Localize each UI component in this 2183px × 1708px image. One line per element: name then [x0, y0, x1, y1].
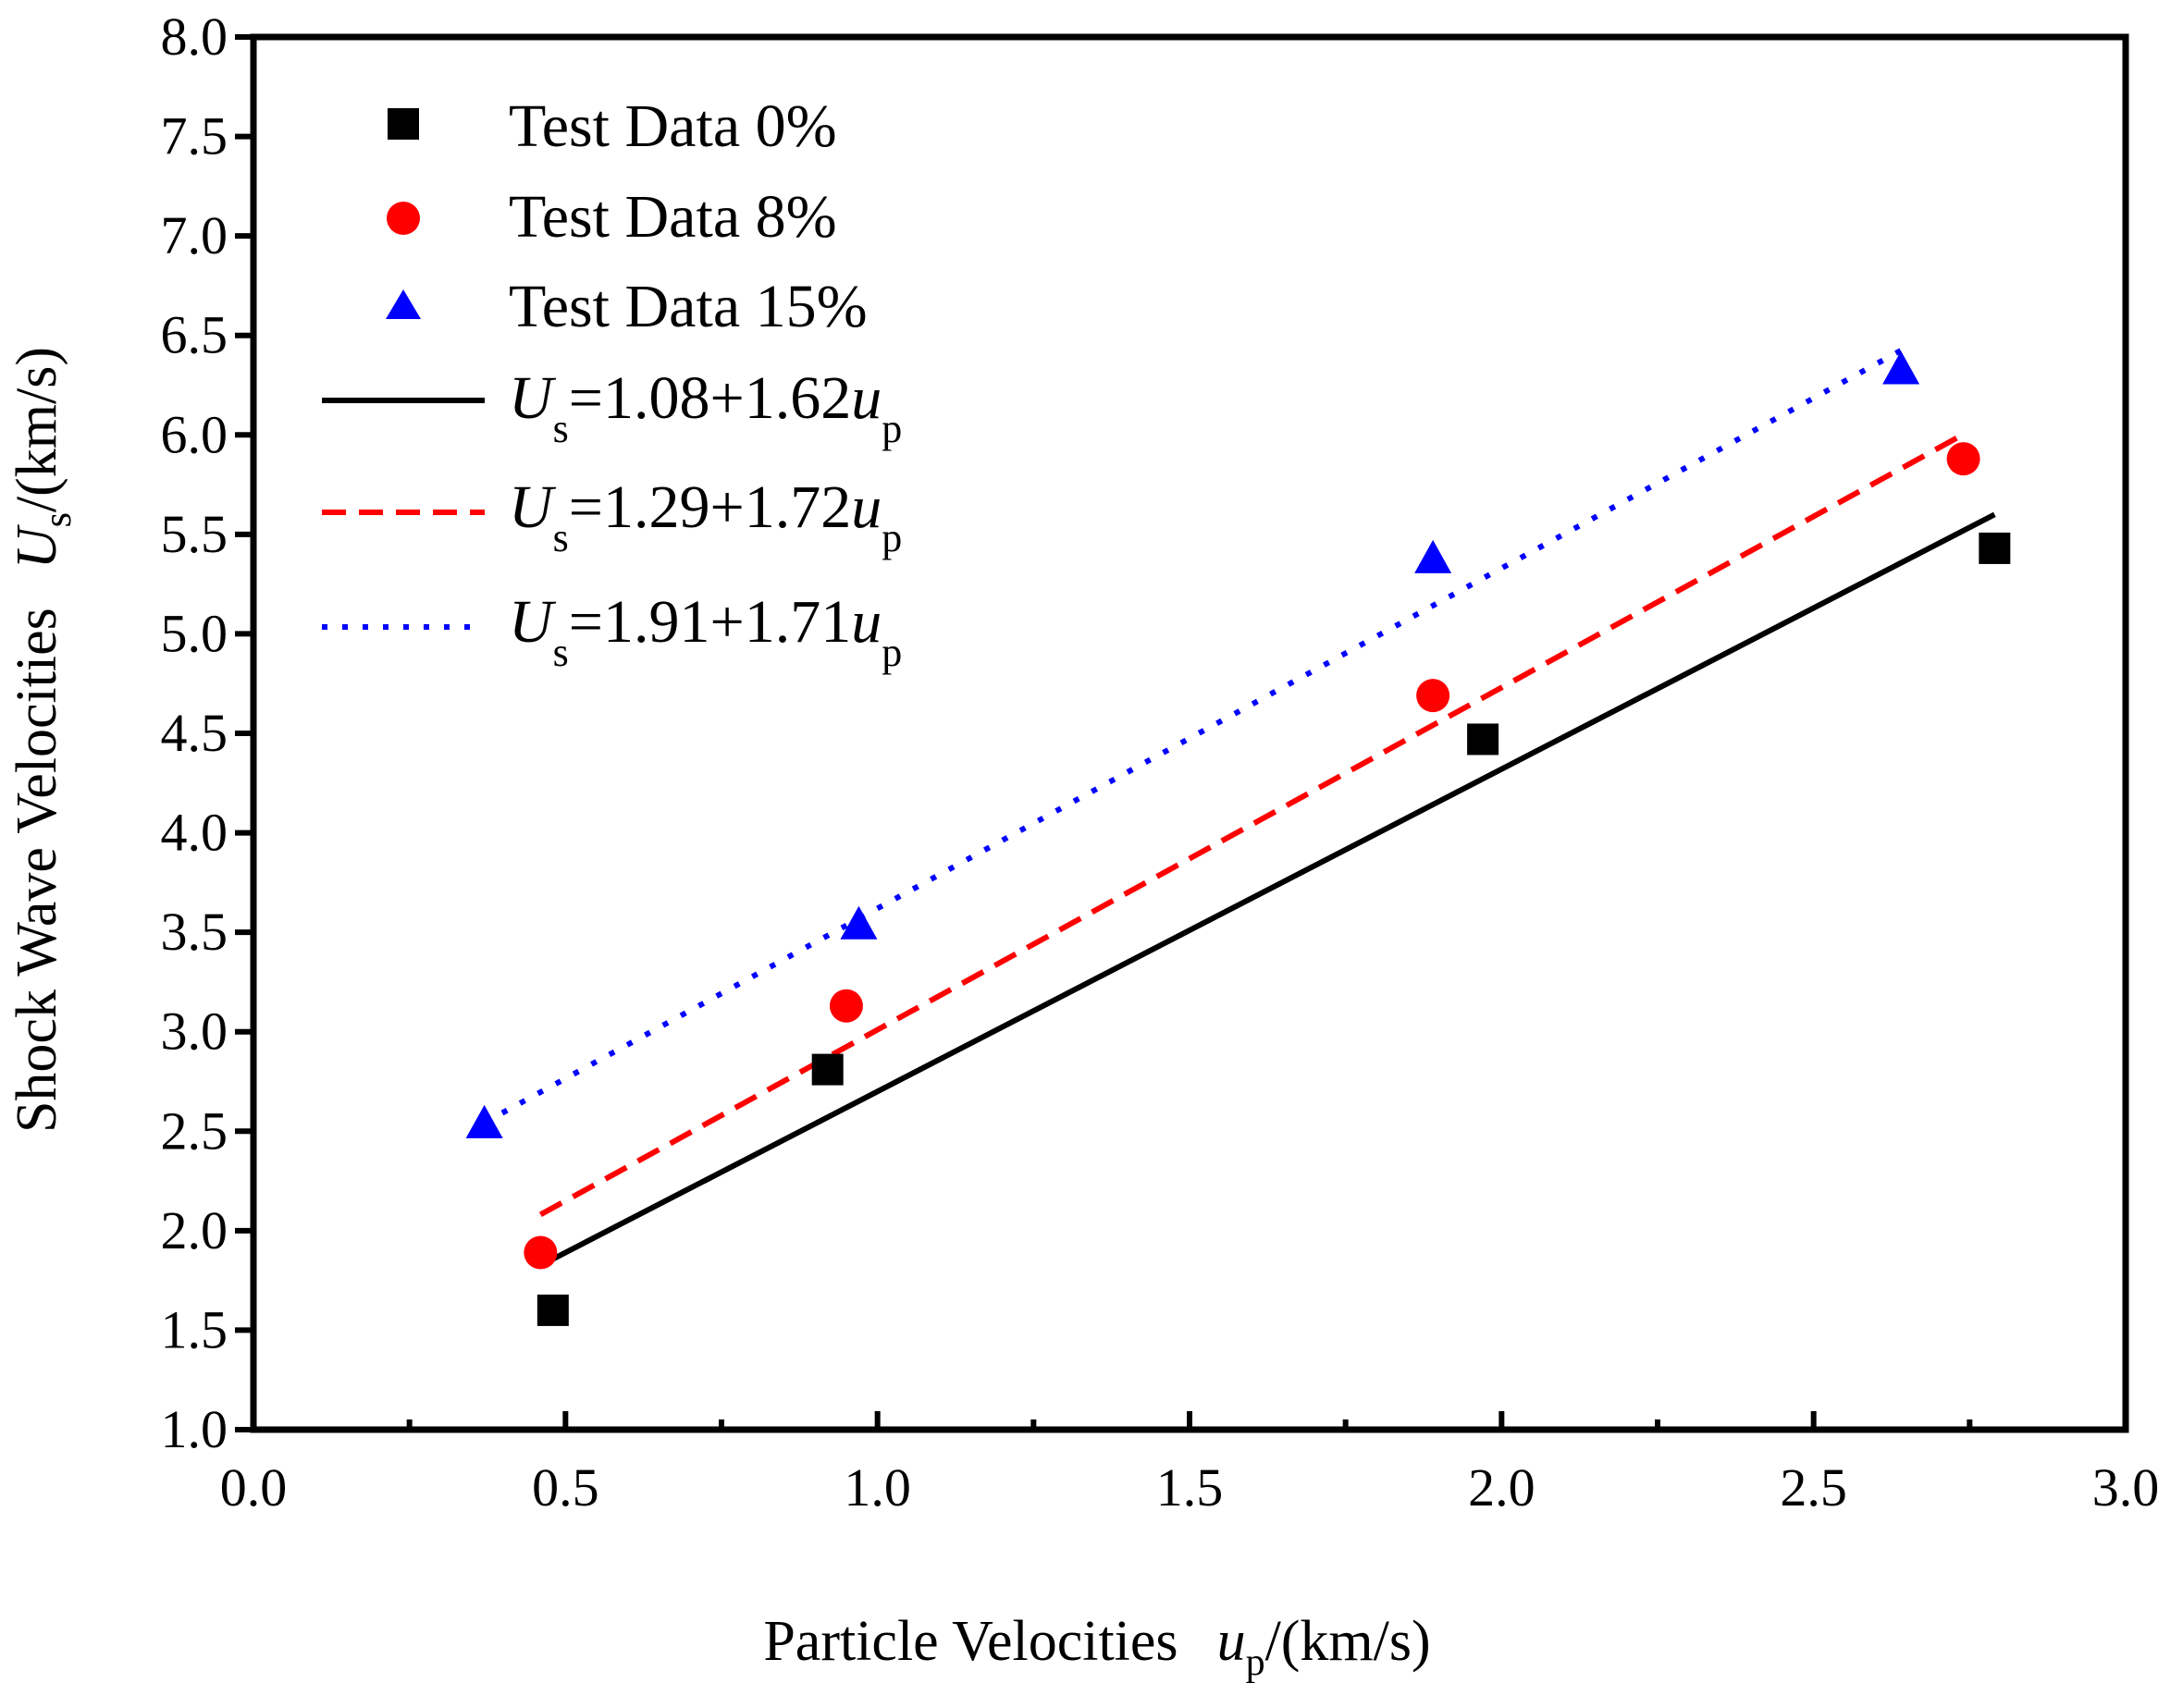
data-point-series1-3 [1946, 442, 1980, 476]
data-point-series1-2 [1416, 679, 1450, 713]
legend-label-15pct: Test Data 15% [509, 273, 868, 340]
legend-marker-square [388, 108, 419, 140]
y-tick-label: 7.5 [161, 106, 228, 166]
data-point-series0-2 [1467, 723, 1499, 756]
data-point-series2-3 [1882, 350, 1920, 385]
data-point-series0-3 [1979, 532, 2011, 564]
x-tick-label: 3.0 [2092, 1457, 2160, 1518]
y-tick-label: 6.5 [161, 305, 228, 365]
x-tick-label: 0.5 [532, 1457, 599, 1518]
data-points [465, 350, 2011, 1326]
legend-label-8pct: Test Data 8% [509, 183, 837, 251]
legend-fit-15pct: Us=1.91+1.71up [509, 588, 902, 675]
y-tick-label: 4.5 [161, 703, 228, 763]
data-point-series1-0 [524, 1235, 558, 1270]
data-point-series0-1 [811, 1053, 844, 1086]
ticks: 0.0 0.5 1.0 1.5 2.0 2.5 3.0 1.0 1.5 2.0 2.5 3.0 3.5 4… [161, 6, 2160, 1518]
y-tick-label: 1.5 [161, 1299, 228, 1359]
fit-lines [483, 348, 1996, 1262]
legend-fit-0pct: Us=1.08+1.62up [509, 364, 902, 451]
x-tick-label: 2.5 [1780, 1457, 1847, 1518]
fit-line-0 [551, 511, 1996, 1262]
y-tick-label: 1.0 [161, 1399, 228, 1459]
y-tick-label: 7.0 [161, 205, 228, 265]
y-tick-label: 5.5 [161, 504, 228, 564]
y-tick-label: 8.0 [161, 6, 228, 67]
fit-line-2 [483, 348, 1903, 1125]
fit-line-1 [538, 432, 1966, 1218]
y-tick-label: 6.0 [161, 404, 228, 464]
data-point-series2-2 [1414, 539, 1452, 573]
x-tick-label: 1.5 [1156, 1457, 1224, 1518]
x-tick-label: 1.0 [844, 1457, 911, 1518]
legend-marker-circle [387, 202, 420, 235]
y-tick-label: 2.5 [161, 1100, 228, 1161]
y-axis-title: Shock Wave VelocitiesUs/(km/s) [6, 347, 80, 1133]
data-point-series1-1 [829, 989, 863, 1023]
y-tick-label: 5.0 [161, 603, 228, 663]
legend-fit-8pct: Us=1.29+1.72up [509, 473, 902, 560]
x-axis-title: Particle Velocities up/(km/s) [763, 1610, 1430, 1684]
data-point-series0-0 [536, 1294, 569, 1326]
x-tick-label: 0.0 [220, 1457, 288, 1518]
y-tick-label: 3.5 [161, 902, 228, 962]
x-tick-label: 2.0 [1468, 1457, 1536, 1518]
y-tick-label: 4.0 [161, 803, 228, 863]
legend-marker-triangle [386, 289, 421, 319]
y-tick-label: 3.0 [161, 1001, 228, 1062]
legend-label-0pct: Test Data 0% [509, 92, 837, 160]
legend: Test Data 0% Test Data 8% Test Data 15% … [322, 92, 902, 675]
data-point-series2-1 [840, 905, 878, 940]
data-point-series2-0 [465, 1104, 503, 1138]
y-tick-label: 2.0 [161, 1200, 228, 1260]
